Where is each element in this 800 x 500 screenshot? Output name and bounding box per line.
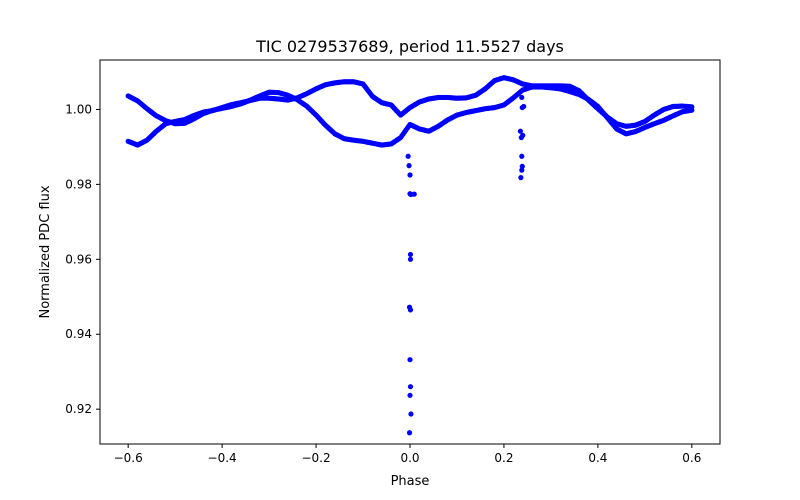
data-point [518, 175, 524, 181]
data-point [407, 172, 413, 178]
data-point [519, 167, 525, 173]
x-tick-label: −0.4 [208, 451, 237, 465]
data-point [407, 256, 414, 262]
x-tick-label: 0.2 [494, 451, 513, 465]
y-tick-label: 0.94 [65, 327, 92, 341]
data-point [517, 128, 523, 134]
y-axis-label: Normalized PDC flux [38, 185, 53, 318]
data-point [408, 411, 414, 417]
data-point [407, 307, 414, 313]
data-point [407, 392, 413, 398]
x-tick-label: 0.6 [682, 451, 701, 465]
x-tick-label: 0.4 [588, 451, 607, 465]
x-axis: −0.6 −0.4 −0.2 0.0 0.2 0.4 0.6 [114, 444, 701, 465]
chart-title: TIC 0279537689, period 11.5527 days [255, 37, 564, 56]
data-point [520, 132, 526, 138]
y-tick-label: 0.98 [65, 177, 92, 191]
data-point [689, 104, 695, 110]
data-point [519, 153, 525, 159]
y-tick-label: 0.96 [65, 252, 92, 266]
data-point [405, 153, 411, 159]
y-tick-label: 1.00 [65, 102, 92, 116]
data-point [407, 251, 414, 258]
data-point [407, 357, 413, 363]
y-axis: 0.92 0.94 0.96 0.98 1.00 [65, 102, 100, 416]
y-tick-label: 0.92 [65, 402, 92, 416]
x-axis-label: Phase [391, 474, 430, 489]
x-tick-label: −0.6 [114, 451, 143, 465]
data-point [411, 191, 417, 197]
data-point [407, 384, 414, 390]
scatter-markers [125, 75, 695, 436]
x-tick-label: 0.0 [400, 451, 419, 465]
data-point [406, 430, 413, 436]
data-point [521, 103, 527, 110]
data-point [519, 94, 525, 101]
data-point [406, 163, 412, 169]
x-tick-label: −0.2 [301, 451, 330, 465]
